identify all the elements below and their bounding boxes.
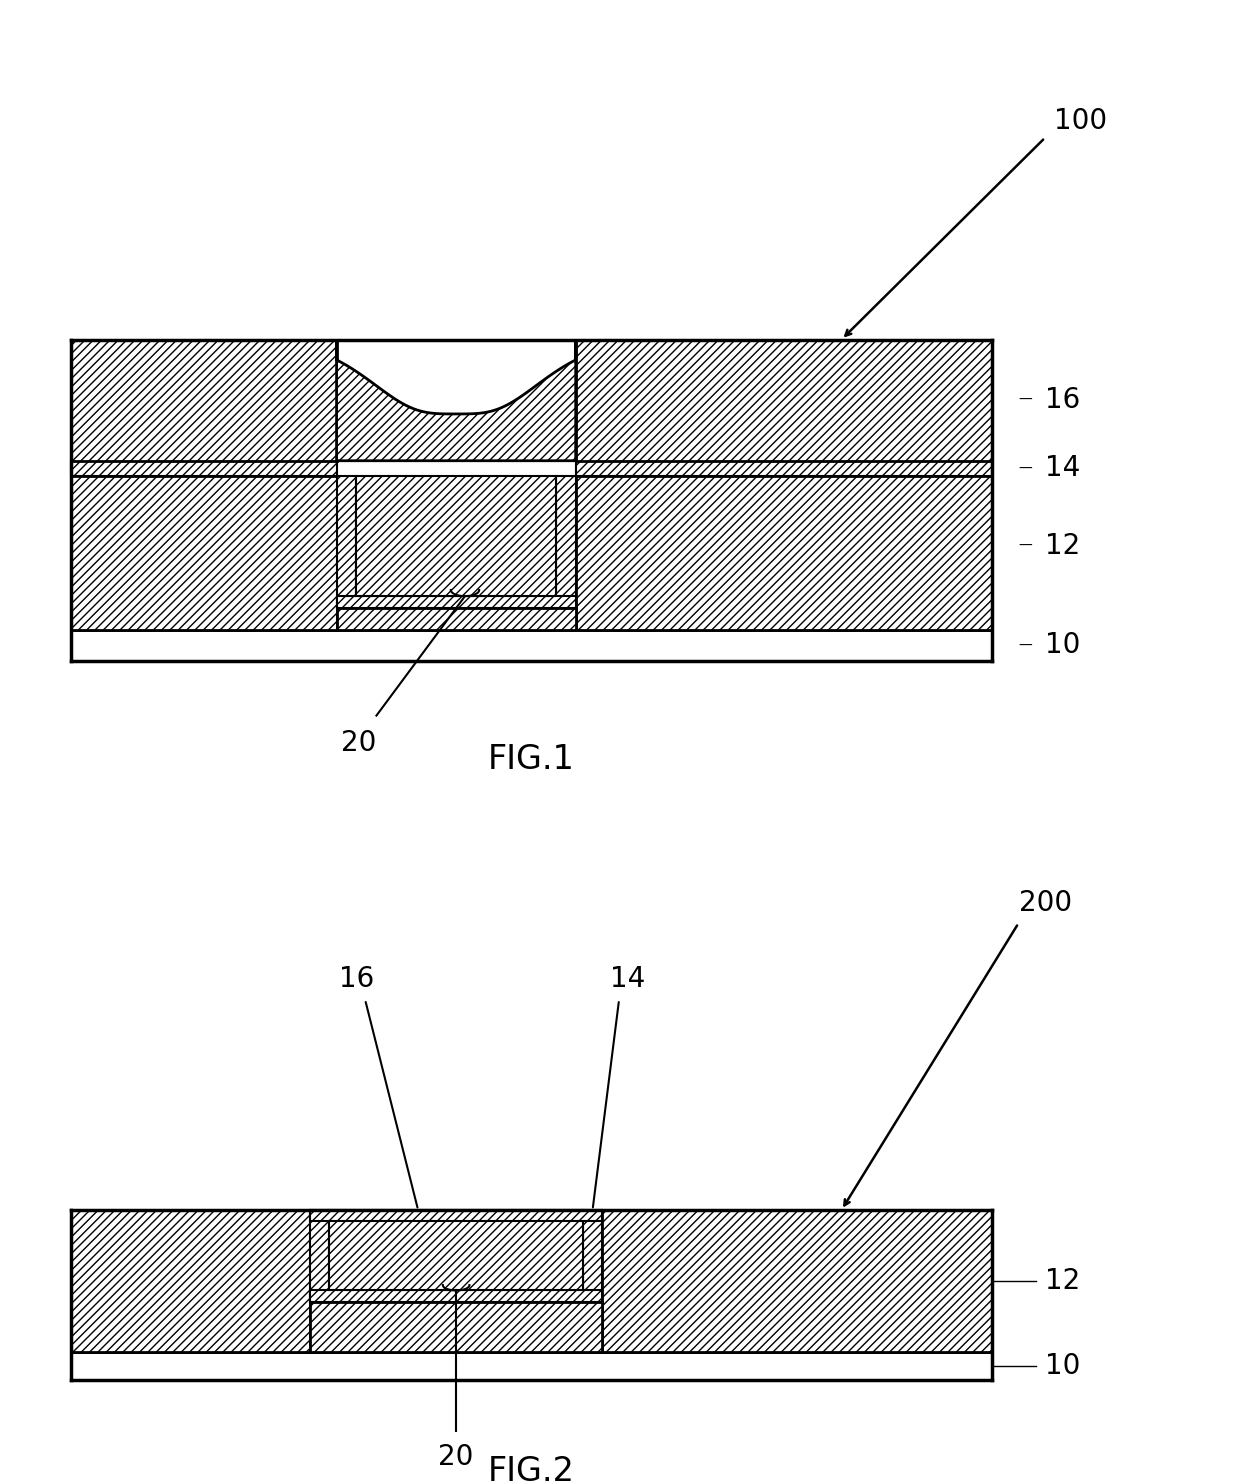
Text: 10: 10 [1045, 1353, 1080, 1380]
Bar [575, 476, 992, 630]
Text: 12: 12 [1045, 532, 1080, 560]
Text: —: — [1018, 393, 1033, 408]
Text: —: — [1018, 461, 1033, 476]
Bar [71, 1353, 992, 1380]
Text: 14: 14 [1045, 455, 1080, 483]
Text: 16: 16 [339, 965, 373, 993]
Bar [557, 476, 575, 608]
Bar [336, 608, 575, 630]
Bar [71, 339, 336, 461]
Bar [336, 476, 356, 608]
Text: —: — [1018, 639, 1033, 652]
Bar [356, 476, 557, 596]
Text: 12: 12 [1045, 1267, 1080, 1295]
Bar [575, 461, 992, 476]
Bar [71, 630, 992, 661]
Text: 20: 20 [439, 1442, 474, 1470]
Bar [71, 1211, 310, 1353]
Text: 200: 200 [1018, 889, 1071, 917]
Bar [575, 339, 992, 461]
Bar [583, 1211, 603, 1301]
Text: 14: 14 [610, 965, 646, 993]
Bar [71, 461, 336, 476]
Bar [310, 1211, 330, 1301]
Bar [310, 1291, 603, 1301]
Bar [310, 1301, 603, 1353]
Polygon shape [336, 339, 575, 461]
Text: —: — [1018, 538, 1033, 553]
Text: 100: 100 [1054, 107, 1107, 135]
Bar [71, 476, 336, 630]
Bar [603, 1211, 992, 1353]
Text: FIG.1: FIG.1 [489, 742, 575, 777]
Text: 16: 16 [1045, 387, 1080, 413]
Text: FIG.2: FIG.2 [487, 1455, 575, 1482]
Bar [336, 596, 575, 608]
Text: 10: 10 [1045, 631, 1080, 659]
Bar [310, 1211, 603, 1221]
Bar [330, 1211, 583, 1291]
Text: 20: 20 [341, 729, 377, 757]
